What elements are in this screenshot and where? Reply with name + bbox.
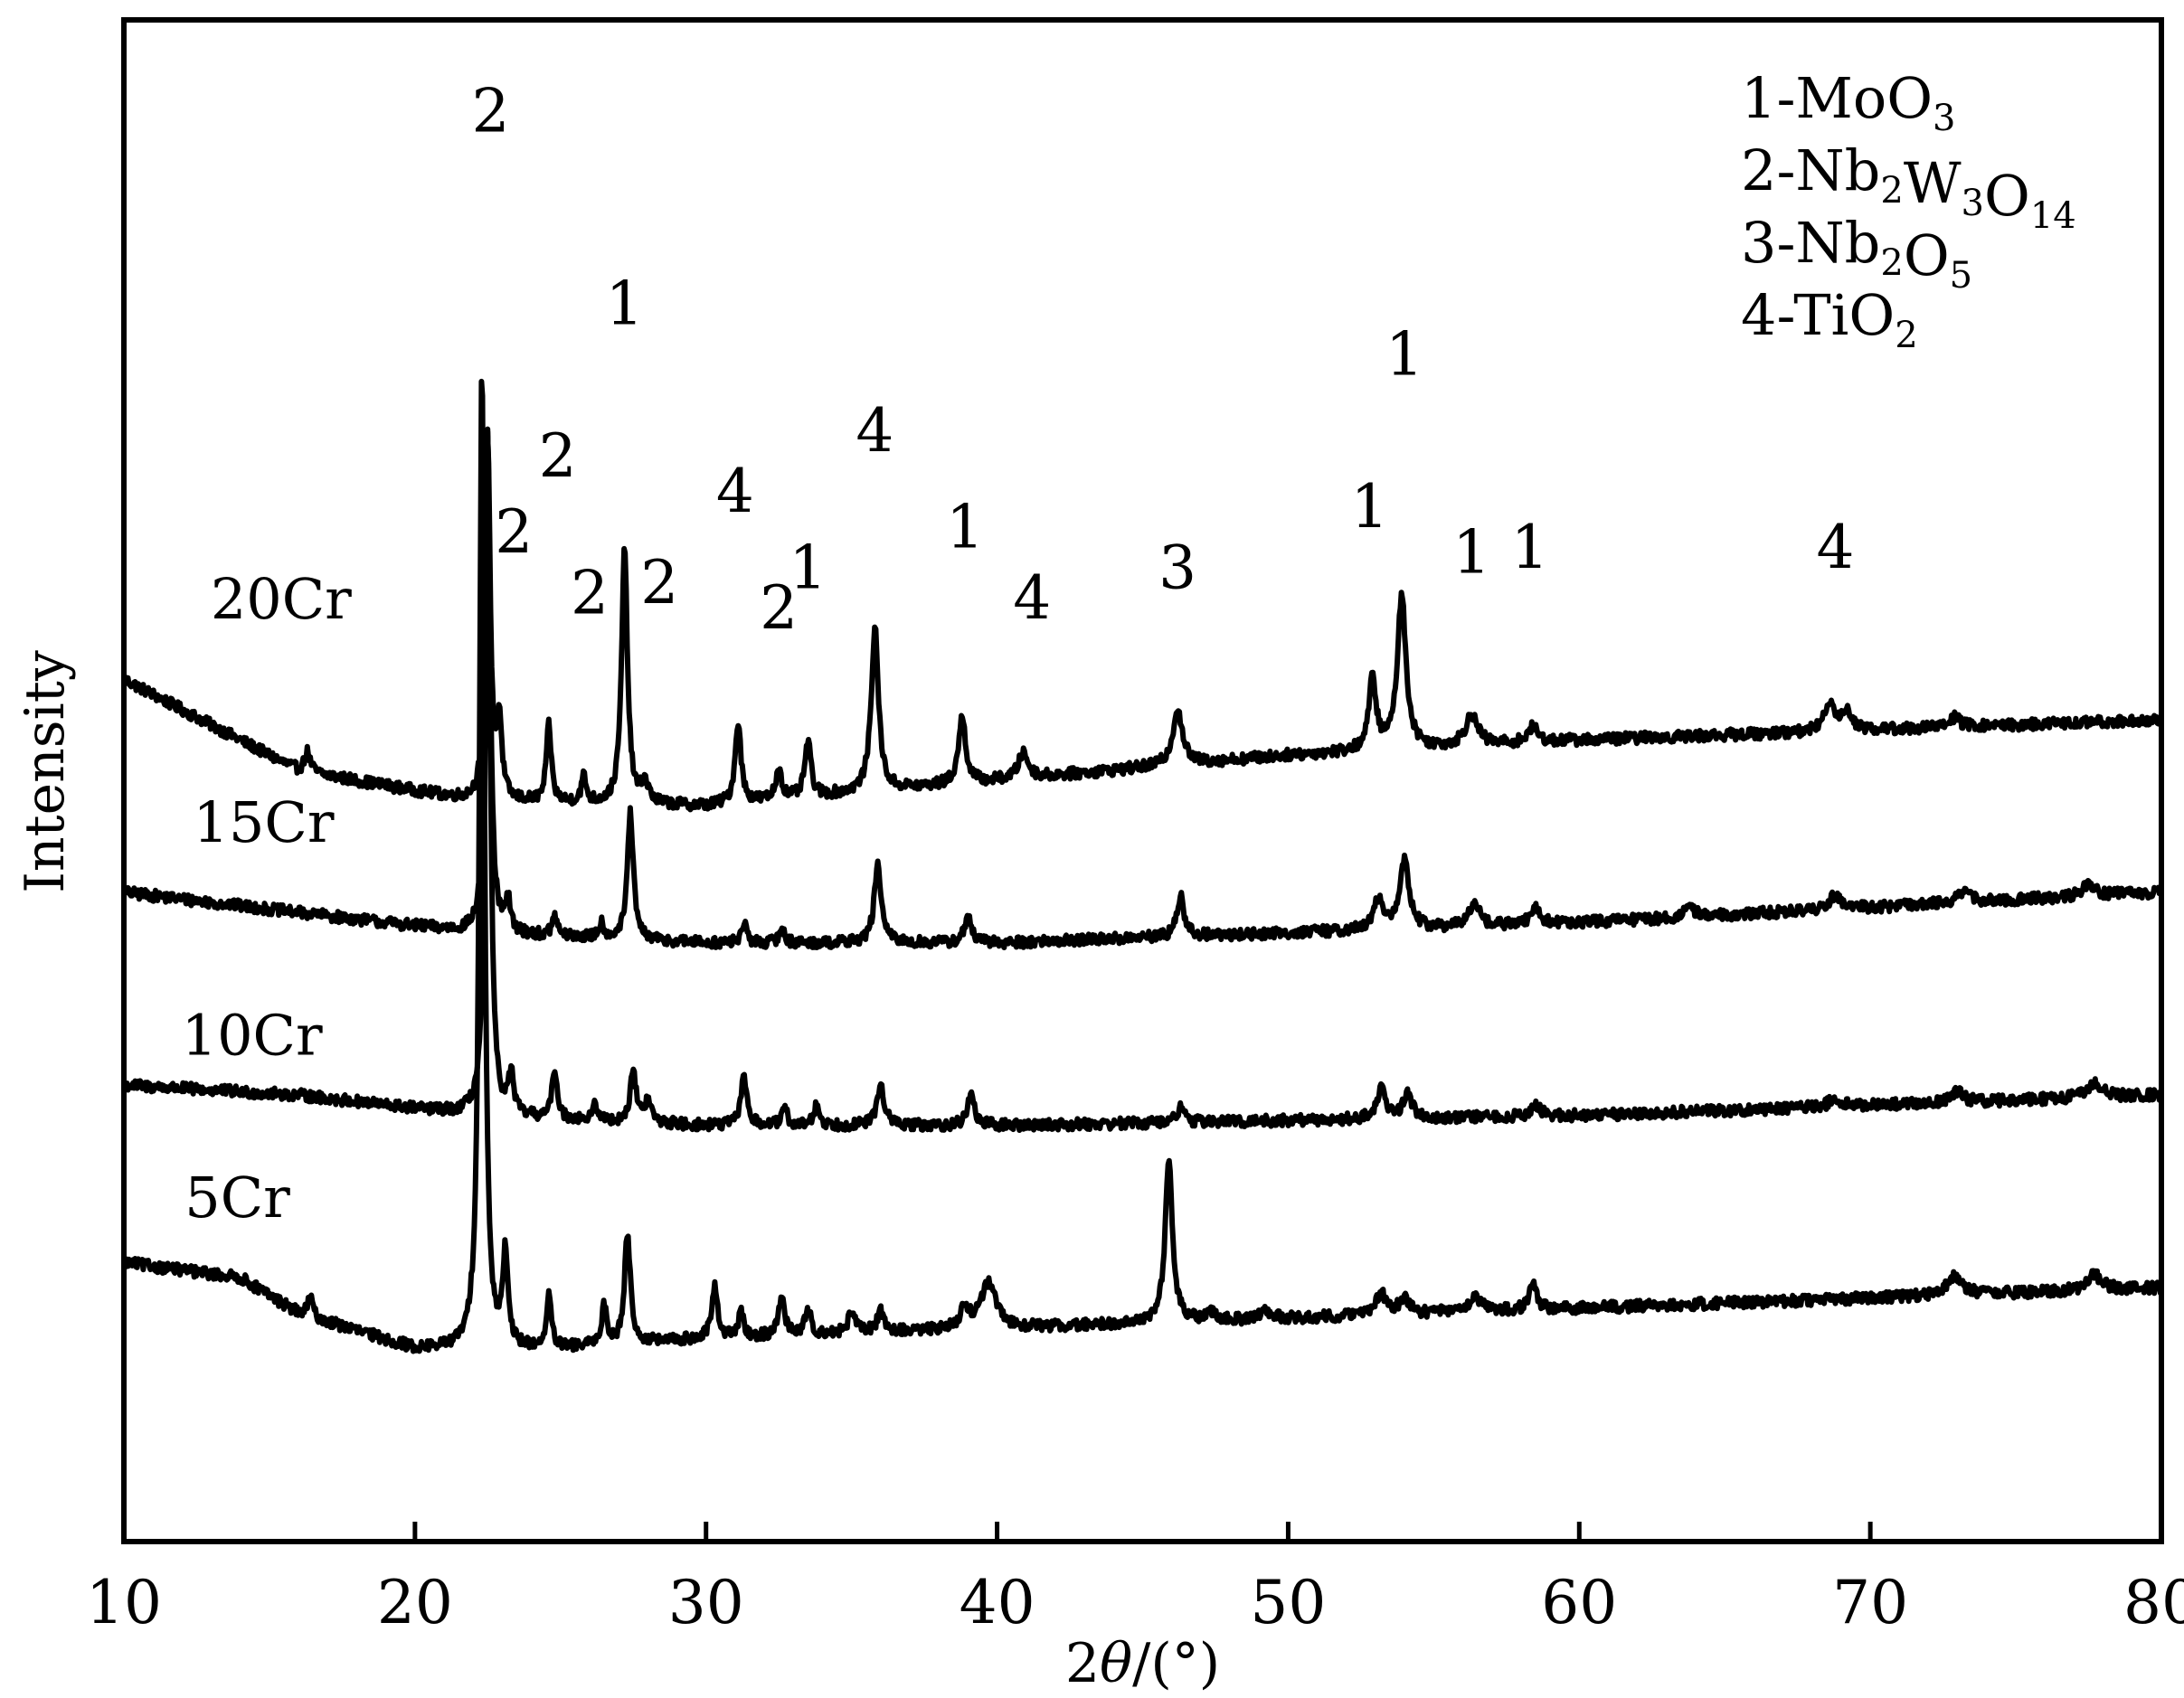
peak-label: 2 — [640, 548, 678, 618]
x-tick-label: 30 — [668, 1568, 744, 1637]
peak-label: 3 — [1158, 533, 1196, 602]
series-label: 10Cr — [182, 1002, 323, 1068]
x-tick-label: 80 — [2123, 1568, 2184, 1637]
peak-label: 1 — [789, 533, 827, 602]
x-tick-label: 20 — [377, 1568, 453, 1637]
peak-label: 2 — [760, 573, 798, 643]
x-tick-label: 70 — [1832, 1568, 1908, 1637]
peak-label: 1 — [606, 269, 644, 339]
peak-label: 4 — [1817, 513, 1855, 582]
y-axis-label: Intensity — [14, 650, 77, 893]
legend-entry: 3-Nb2O5 — [1741, 210, 1972, 297]
x-axis-label: 2θ/(°) — [1065, 1632, 1220, 1695]
peak-label: 4 — [1013, 563, 1051, 633]
curve-label-layer: 20Cr 15Cr 10Cr 5Cr — [182, 566, 353, 1231]
peak-label: 1 — [1511, 513, 1549, 582]
legend-entry: 1-MoO3 — [1741, 65, 1956, 139]
x-tick-label: 50 — [1250, 1568, 1326, 1637]
x-tick-label: 10 — [86, 1568, 162, 1637]
peak-label: 2 — [495, 497, 533, 567]
peak-label: 2 — [571, 558, 609, 627]
series-layer — [121, 378, 2164, 1354]
peak-label: 1 — [1385, 320, 1423, 390]
series-label: 20Cr — [211, 566, 352, 632]
series-line-5Cr — [121, 378, 2164, 1354]
peak-label: 2 — [539, 421, 577, 491]
x-axis: 10 20 30 40 50 60 70 80 — [86, 1522, 2184, 1637]
peak-label: 1 — [1351, 472, 1389, 542]
series-label: 5Cr — [184, 1165, 290, 1231]
legend-entry: 2-Nb2W3O14 — [1741, 137, 2076, 237]
series-line-20Cr — [121, 433, 2164, 813]
plot-frame — [121, 17, 2164, 1544]
peak-label: 4 — [716, 457, 754, 526]
series-label: 15Cr — [194, 789, 335, 855]
series-line-15Cr — [121, 429, 2163, 950]
peak-label: 1 — [946, 492, 984, 561]
x-tick-label: 60 — [1541, 1568, 1617, 1637]
peak-label: 1 — [1452, 517, 1490, 587]
peak-label: 2 — [472, 76, 510, 146]
peak-label: 4 — [856, 396, 893, 466]
x-tick-label: 40 — [960, 1568, 1035, 1637]
legend-entry: 4-TiO2 — [1741, 282, 1918, 356]
series-line-10Cr — [122, 426, 2164, 1133]
